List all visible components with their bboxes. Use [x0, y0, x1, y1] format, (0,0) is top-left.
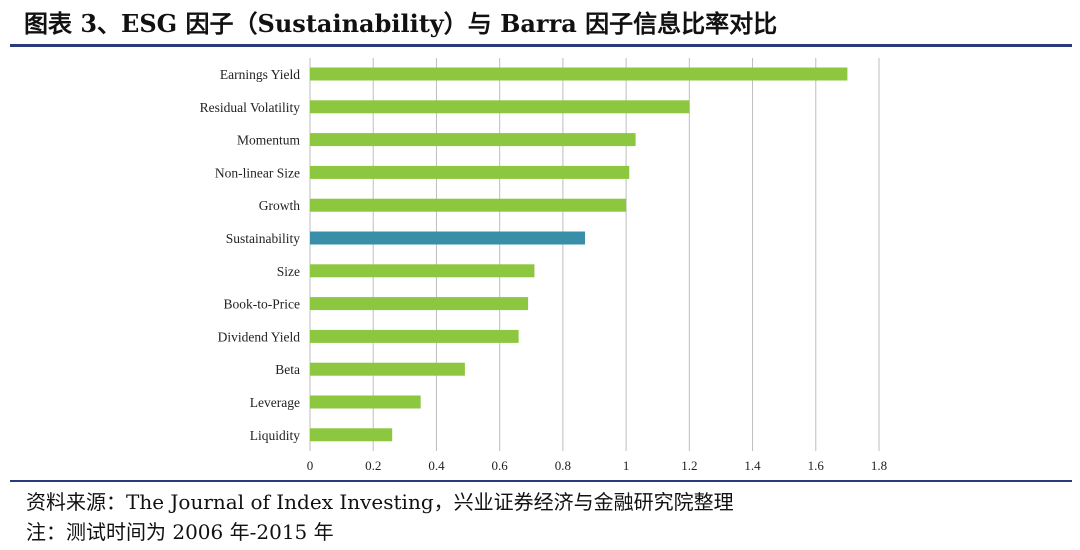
- bars: [310, 67, 848, 442]
- x-tick-label: 0.2: [365, 458, 381, 473]
- category-label: Momentum: [237, 133, 300, 148]
- bar-book-to-price: [310, 297, 529, 311]
- x-tick-label: 1.2: [681, 458, 697, 473]
- x-tick-label: 0.8: [555, 458, 571, 473]
- x-tick-label: 0.4: [428, 458, 445, 473]
- category-label: Book-to-Price: [224, 297, 301, 312]
- x-tick-label: 0: [307, 458, 314, 473]
- source-divider: [10, 480, 1072, 482]
- bar-chart: Earnings Yield Residual Volatility Momentu…: [200, 58, 887, 473]
- category-label: Size: [277, 264, 300, 279]
- category-label: Sustainability: [226, 231, 301, 246]
- category-label: Leverage: [250, 395, 300, 410]
- bar-residual-volatility: [310, 100, 690, 114]
- bar-dividend-yield: [310, 329, 519, 343]
- bar-growth: [310, 198, 627, 212]
- category-label: Residual Volatility: [200, 100, 301, 115]
- category-label: Dividend Yield: [218, 329, 301, 344]
- grid-lines: [309, 58, 880, 451]
- bar-earnings-yield: [310, 67, 848, 81]
- category-labels: Earnings Yield Residual Volatility Momentu…: [200, 67, 301, 443]
- x-tick-label: 0.6: [492, 458, 509, 473]
- category-label: Earnings Yield: [220, 67, 300, 82]
- x-tick-label: 1.4: [744, 458, 761, 473]
- bar-non-linear-size: [310, 165, 630, 179]
- title-divider: [10, 44, 1072, 47]
- x-tick-label: 1.6: [808, 458, 825, 473]
- x-tick-labels: 0 0.2 0.4 0.6 0.8 1 1.2 1.4 1.6 1.8: [307, 458, 887, 473]
- x-tick-label: 1.8: [871, 458, 887, 473]
- source-note: 资料来源：The Journal of Index Investing，兴业证券…: [26, 490, 734, 514]
- bar-size: [310, 264, 535, 278]
- category-label: Liquidity: [250, 428, 300, 443]
- category-label: Non-linear Size: [215, 165, 300, 180]
- bar-momentum: [310, 133, 636, 147]
- bar-liquidity: [310, 428, 393, 442]
- figure-title: 图表 3、ESG 因子（Sustainability）与 Barra 因子信息比…: [24, 9, 778, 38]
- category-label: Beta: [275, 362, 300, 377]
- bar-leverage: [310, 395, 421, 409]
- test-period-note: 注：测试时间为 2006 年-2015 年: [26, 520, 334, 544]
- bar-sustainability: [310, 231, 586, 245]
- x-tick-label: 1: [623, 458, 630, 473]
- category-label: Growth: [259, 198, 300, 213]
- bar-beta: [310, 362, 465, 376]
